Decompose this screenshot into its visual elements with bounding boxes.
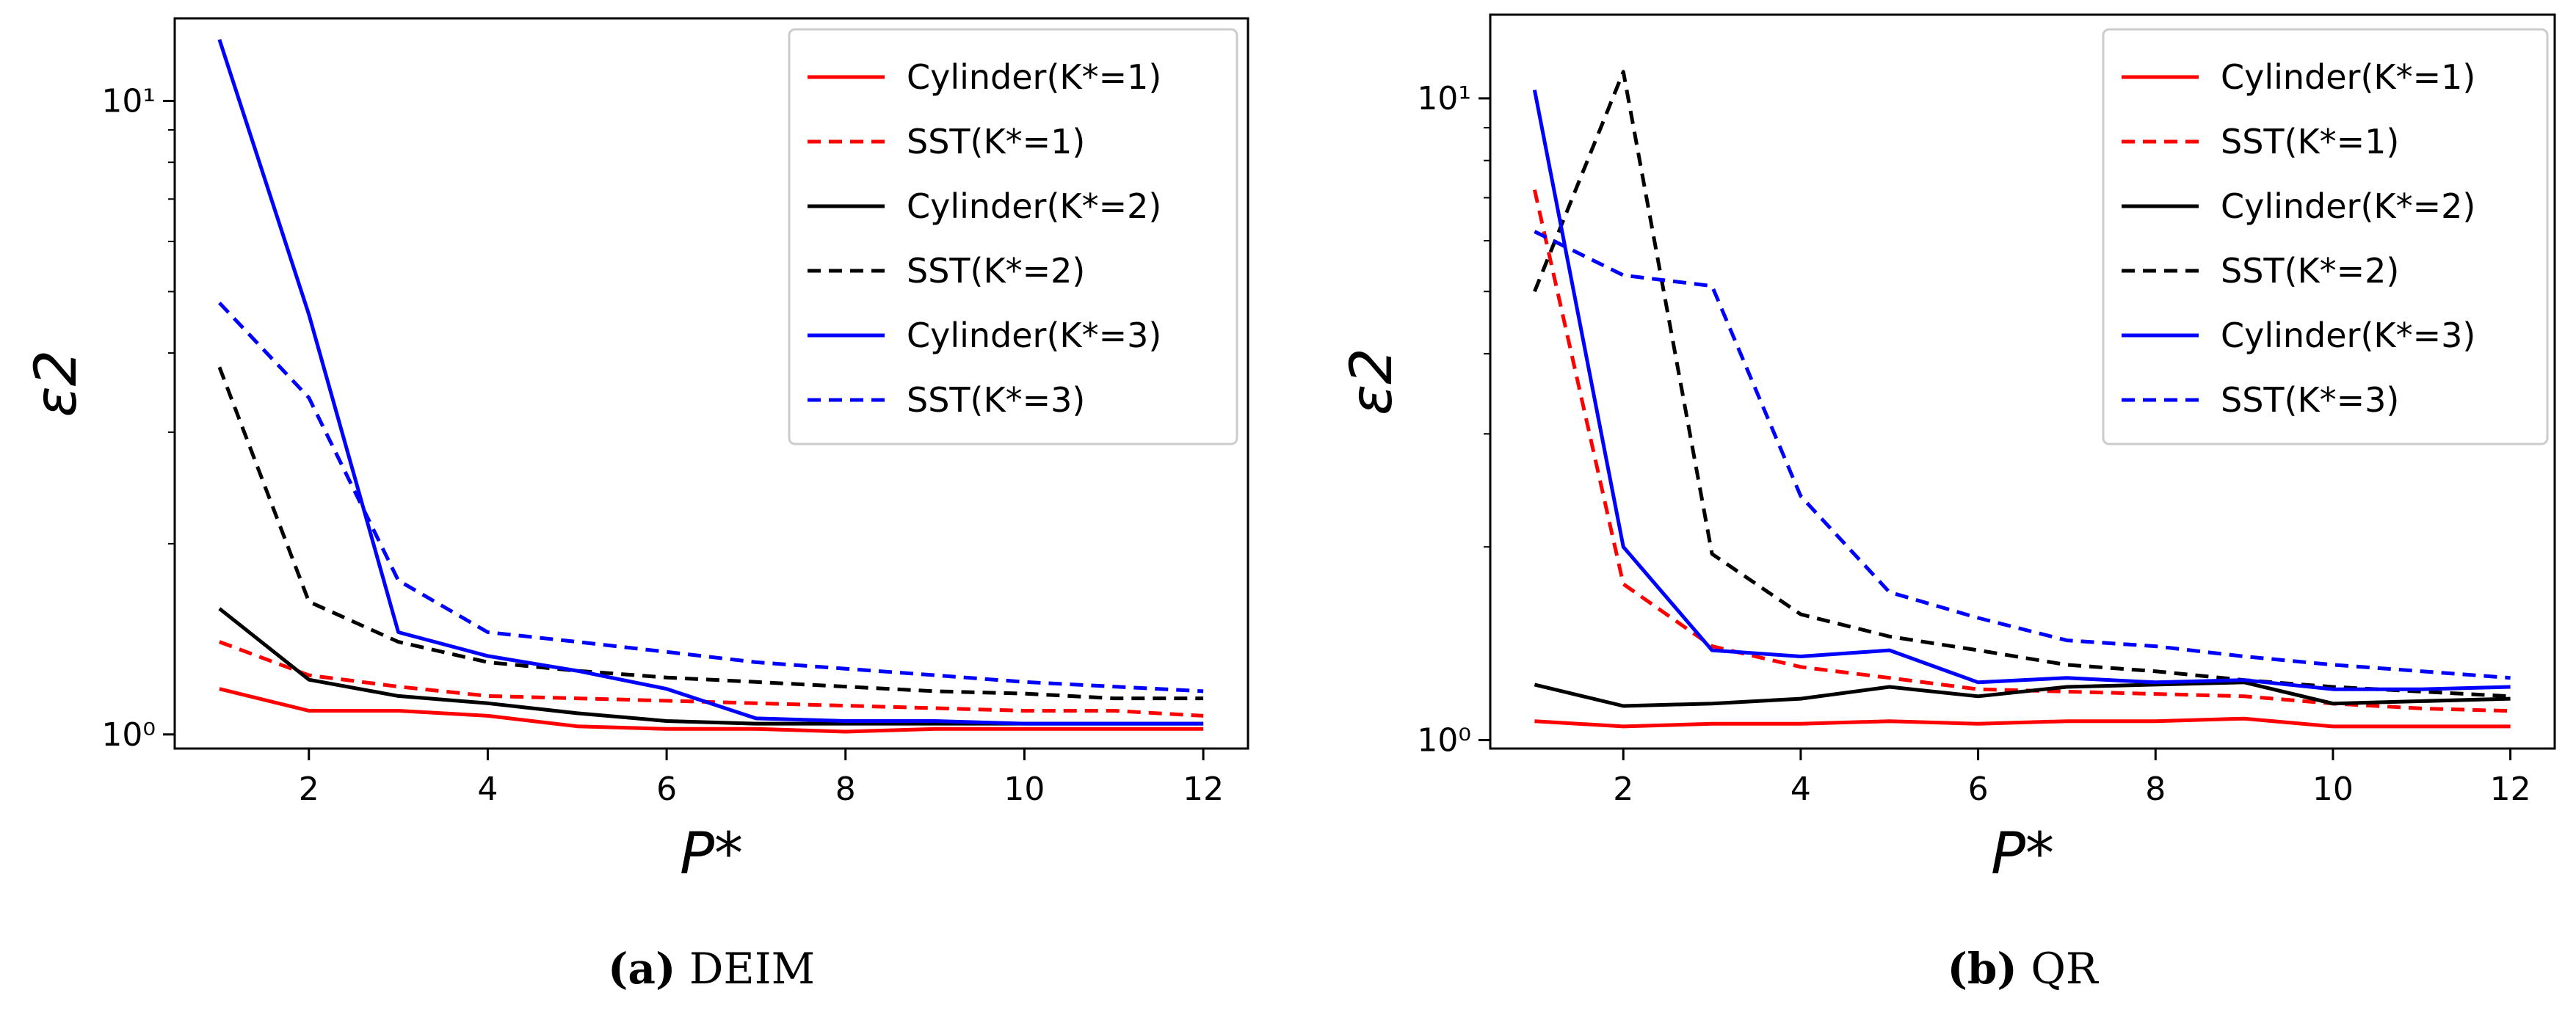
x-tick-label: 12 [1183,771,1224,808]
panel-caption: (b) QR [1947,944,2099,994]
y-axis-label: ε2 [23,350,90,418]
series-line [217,366,1204,701]
legend-label: Cylinder(K*=1) [2221,57,2475,97]
legend-label: Cylinder(K*=1) [907,57,1161,97]
x-tick-label: 10 [2312,771,2354,808]
y-tick-label: 10⁰ [1417,721,1471,759]
series-line [217,39,1204,726]
legend-label: Cylinder(K*=3) [2221,316,2475,355]
plot-frame [173,17,1249,750]
legend-box [2102,28,2549,445]
legend-label: Cylinder(K*=2) [907,186,1161,226]
legend-label: SST(K*=3) [2221,380,2399,420]
legend-label: Cylinder(K*=2) [2221,186,2475,226]
legend-box [788,28,1238,445]
legend-label: SST(K*=1) [2221,122,2399,161]
x-tick-label: 6 [1968,771,1989,808]
x-tick-label: 12 [2490,771,2531,808]
legend-label: Cylinder(K*=3) [907,316,1161,355]
series-line [1534,680,2511,708]
x-tick-label: 2 [1613,771,1633,808]
series-line [1534,716,2511,729]
x-tick-label: 6 [656,771,677,808]
x-tick-label: 4 [1790,771,1811,808]
series-line [1534,230,2511,680]
x-axis-label: P* [1991,821,2054,887]
legend-label: SST(K*=1) [907,122,1085,161]
x-axis-label: P* [680,821,743,887]
x-tick-label: 10 [1004,771,1045,808]
legend-label: SST(K*=2) [907,251,1085,291]
panel-qr: 2 4 6 8 10 12 10⁰ 10¹ P* ε2 Cylinder(K*=1) SST(K*=1… [1339,13,2556,994]
caption-label: QR [2017,944,2100,994]
plot-frame [1489,13,2556,750]
series-line [219,687,1204,734]
legend-label: SST(K*=2) [2221,251,2399,291]
legend-label: SST(K*=3) [907,380,1085,420]
y-tick-label: 10¹ [101,83,156,120]
caption-label: DEIM [675,944,815,994]
y-tick-label: 10¹ [1417,80,1471,117]
series-line [1532,90,2511,691]
caption-tag: (b) [1947,944,2017,994]
series-line [218,607,1204,726]
x-tick-label: 4 [477,771,498,808]
series-line [218,301,1204,694]
x-tick-label: 8 [2145,771,2166,808]
panel-deim: 2 4 6 8 10 12 10⁰ 10¹ P* ε2 Cylinder(K*=1) SST(K*=1… [23,17,1249,994]
y-axis-label: ε2 [1339,348,1405,415]
x-tick-label: 2 [299,771,319,808]
caption-tag: (a) [608,944,675,994]
panel-caption: (a) DEIM [608,944,815,994]
y-tick-label: 10⁰ [101,716,156,754]
x-tick-label: 8 [835,771,856,808]
